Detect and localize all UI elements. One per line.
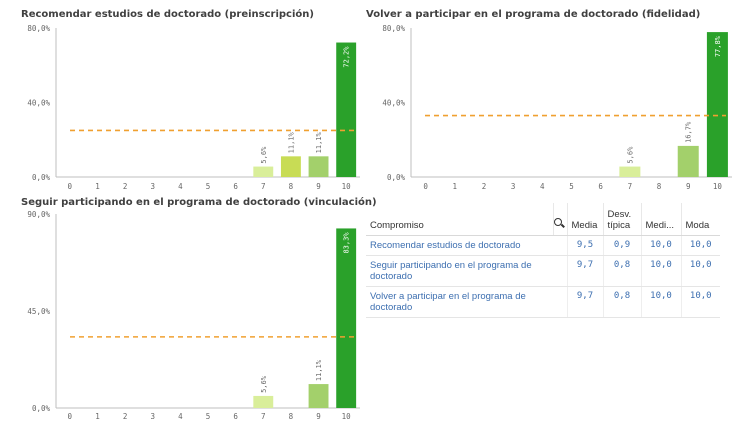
table-row[interactable]: Recomendar estudios de doctorado 9,5 0,9… [366,235,720,256]
col-header-mediana[interactable]: Medi... [641,203,682,236]
bar-value-label: 11,1% [315,359,323,381]
table-row[interactable]: Seguir participando en el programa de do… [366,255,720,287]
cell-media: 9,7 [567,255,604,287]
x-tick-label: 5 [206,182,211,191]
cell-desv: 0,9 [603,235,642,256]
cell-mediana: 10,0 [641,286,682,318]
x-tick-label: 10 [713,182,723,191]
bar-8[interactable] [280,156,301,177]
x-tick-label: 4 [178,412,183,421]
y-tick-label: 40,0% [382,99,405,108]
cell-moda: 10,0 [681,286,720,318]
x-tick-label: 0 [68,412,73,421]
x-tick-label: 7 [261,182,266,191]
y-tick-label: 90,0% [27,210,50,219]
bar-value-label: 11,1% [315,131,323,153]
x-tick-label: 5 [206,412,211,421]
bar-10[interactable] [336,42,357,178]
x-tick-label: 9 [686,182,691,191]
cell-desv: 0,8 [603,255,642,287]
chart-panel-volver[interactable]: Volver a participar en el programa de do… [366,0,733,198]
row-name[interactable]: Seguir participando en el programa de do… [366,255,568,287]
y-tick-label: 0,0% [387,173,406,182]
x-tick-label: 3 [150,412,155,421]
x-tick-label: 3 [150,182,155,191]
x-tick-label: 0 [68,182,73,191]
x-tick-label: 1 [453,182,458,191]
chart-panel-seguir[interactable]: Seguir participando en el programa de do… [0,192,377,423]
x-tick-label: 10 [342,182,352,191]
cell-media: 9,7 [567,286,604,318]
cell-moda: 10,0 [681,255,720,287]
x-tick-label: 2 [123,182,128,191]
x-tick-label: 5 [569,182,574,191]
cell-mediana: 10,0 [641,255,682,287]
chart-panel-recomendar[interactable]: Recomendar estudios de doctorado (preins… [0,0,360,192]
bar-value-label: 5,6% [260,146,268,164]
x-tick-label: 1 [95,412,100,421]
cell-moda: 10,0 [681,235,720,256]
bar-7[interactable] [253,166,274,177]
x-tick-label: 8 [289,412,294,421]
y-tick-label: 0,0% [32,404,51,413]
y-tick-label: 0,0% [32,173,51,182]
compromiso-table: Compromiso Media Desv. típica Medi... Mo… [366,203,720,318]
x-tick-label: 6 [233,182,238,191]
col-header-media[interactable]: Media [567,203,604,236]
x-tick-label: 9 [316,412,321,421]
row-name[interactable]: Volver a participar en el programa de do… [366,286,568,318]
y-tick-label: 40,0% [27,99,50,108]
x-tick-label: 9 [316,182,321,191]
x-tick-label: 8 [657,182,662,191]
x-tick-label: 3 [511,182,516,191]
x-tick-label: 4 [178,182,183,191]
col-header-moda[interactable]: Moda [681,203,720,236]
bar-value-label: 11,1% [287,131,295,153]
bar-value-label: 77,8% [714,35,722,57]
x-tick-label: 0 [423,182,428,191]
bar-value-label: 5,6% [260,375,268,393]
bar-chart-recomendar[interactable]: 0,0% 40,0% 80,0% 0 1 2 3 4 5 6 5,6% 7 11,1% 8 11,1% 9 72… [0,0,360,192]
search-button[interactable] [553,203,568,236]
x-tick-label: 1 [95,182,100,191]
x-tick-label: 4 [540,182,545,191]
row-name[interactable]: Recomendar estudios de doctorado [366,235,568,256]
x-tick-label: 7 [628,182,633,191]
col-header-desv[interactable]: Desv. típica [603,203,642,236]
bar-chart-volver[interactable]: 0,0% 40,0% 80,0% 0 1 2 3 4 5 6 5,6% 7 8 16,7% 9 77,8% 10 [366,0,733,198]
search-icon[interactable] [553,218,564,228]
x-tick-label: 2 [482,182,487,191]
cell-mediana: 10,0 [641,235,682,256]
bar-value-label: 72,2% [343,46,351,68]
x-tick-label: 7 [261,412,266,421]
x-tick-label: 8 [289,182,294,191]
bar-7[interactable] [619,166,641,177]
x-tick-label: 2 [123,412,128,421]
bar-chart-seguir[interactable]: 0,0% 45,0% 90,0% 0 1 2 3 4 5 6 5,6% 7 8 11,1% 9 83,3% 10 [0,192,360,423]
chart-title: Recomendar estudios de doctorado (preins… [21,9,314,20]
chart-title: Seguir participando en el programa de do… [21,197,377,208]
x-tick-label: 6 [233,412,238,421]
y-tick-label: 45,0% [27,307,50,316]
table-header-row: Compromiso Media Desv. típica Medi... Mo… [366,203,720,236]
table-row[interactable]: Volver a participar en el programa de do… [366,286,720,318]
bar-10[interactable] [336,228,357,408]
bar-7[interactable] [253,395,274,408]
bar-value-label: 83,3% [343,232,351,254]
bar-9[interactable] [308,156,329,177]
cell-desv: 0,8 [603,286,642,318]
chart-title: Volver a participar en el programa de do… [366,9,701,20]
bar-9[interactable] [308,384,329,408]
cell-media: 9,5 [567,235,604,256]
y-tick-label: 80,0% [27,24,50,33]
bar-9[interactable] [677,145,699,177]
x-tick-label: 10 [342,412,352,421]
bar-10[interactable] [706,32,728,177]
col-header-compromiso[interactable]: Compromiso [366,203,554,236]
bar-value-label: 16,7% [685,121,693,143]
x-tick-label: 6 [598,182,603,191]
bar-value-label: 5,6% [626,146,634,164]
y-tick-label: 80,0% [382,24,405,33]
